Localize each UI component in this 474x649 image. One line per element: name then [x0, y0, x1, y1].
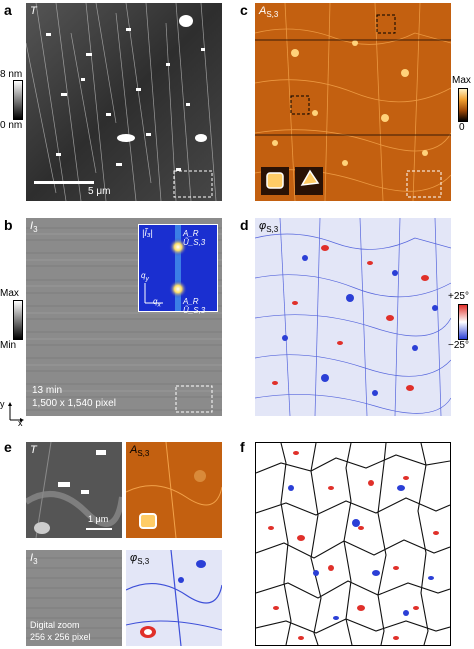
panel-e-tl-symbol: T: [30, 444, 37, 456]
panel-b-fft-label-top: A_R Ũ_S,3: [183, 229, 206, 247]
panel-a-colorbar: [13, 80, 23, 120]
panel-d-phase-image: φS,3: [255, 218, 451, 416]
panel-e-zoom-line1: Digital zoom: [30, 620, 80, 630]
panel-b-fft-label-bottom: A_R Ũ_S,3: [183, 297, 206, 315]
panel-e-zoom-line2: 256 x 256 pixel: [30, 632, 91, 642]
panel-b-fft-texture: [144, 225, 187, 311]
panel-f-grain-boundaries: [256, 443, 450, 645]
panel-d-letter: d: [240, 217, 249, 233]
panel-b-frame-x: x: [18, 418, 23, 428]
panel-b-colorbar-top: Max: [0, 288, 19, 299]
panel-d-symbol: φS,3: [259, 220, 279, 235]
panel-b-fft-axis-qx: qx: [153, 297, 161, 309]
panel-e-topography-zoom: T 1 μm: [26, 442, 122, 538]
panel-e-tr-symbol: AS,3: [130, 444, 150, 459]
panel-e-phase-zoom: φS,3: [126, 550, 222, 646]
panel-b-symbol: I3: [30, 220, 38, 235]
panel-b-fft-axis-qy: qy: [141, 271, 149, 283]
panel-b-colorbar-bottom: Min: [0, 340, 17, 351]
panel-e-amplitude-zoom: AS,3: [126, 442, 222, 538]
panel-d-texture: [255, 218, 451, 416]
panel-e-bl-texture: [26, 550, 122, 646]
panel-c-colorbar: [458, 88, 468, 122]
panel-b-colorbar: [13, 300, 23, 340]
panel-e-bl-symbol: I3: [30, 552, 38, 567]
panel-b-fft-label-abs: |Ĩ₃|: [142, 228, 153, 238]
panel-a-colorbar-bottom: 0 nm: [0, 120, 23, 131]
panel-d-colorbar: [458, 304, 468, 340]
panel-c-letter: c: [240, 2, 248, 18]
panel-d-colorbar-bottom: −25°: [448, 340, 469, 351]
panel-b-current-image: I3 13 min 1,500 x 1,540 pixel |Ĩ₃| A_R Ũ…: [26, 218, 222, 416]
panel-a-scalebar-label: 5 μm: [88, 186, 111, 197]
panel-a-topography-image: T 5 μm: [26, 3, 222, 201]
panel-e-scalebar-label: 1 μm: [88, 514, 109, 524]
panel-e-current-zoom: I3 Digital zoom 256 x 256 pixel: [26, 550, 122, 646]
panel-b-fft-inset: |Ĩ₃| A_R Ũ_S,3 A_R Ũ_S,3 qy qx: [138, 224, 218, 315]
panel-f-letter: f: [240, 439, 245, 455]
panel-c-symbol: AS,3: [259, 5, 279, 20]
panel-b-letter: b: [4, 217, 13, 233]
panel-a-colorbar-top: 8 nm: [0, 69, 23, 80]
panel-b-xy-frame: [4, 400, 24, 426]
panel-e-tr-texture: [126, 442, 222, 538]
panel-a-texture: [26, 3, 222, 201]
panel-e-letter: e: [4, 439, 12, 455]
panel-d-colorbar-top: +25°: [448, 291, 469, 302]
panel-f-grain-map: [255, 442, 451, 646]
panel-c-colorbar-top: Max: [452, 75, 471, 86]
panel-c-amplitude-image: AS,3: [255, 3, 451, 201]
panel-e-br-symbol: φS,3: [130, 552, 150, 567]
panel-a-symbol: T: [30, 5, 37, 17]
panel-e-br-texture: [126, 550, 222, 646]
panel-c-colorbar-bottom: 0: [459, 122, 465, 133]
panel-c-texture: [255, 3, 451, 201]
panel-b-caption-time: 13 min: [32, 385, 63, 396]
panel-b-frame-y: y: [0, 399, 5, 409]
panel-e-tl-texture: [26, 442, 122, 538]
panel-b-caption-pixels: 1,500 x 1,540 pixel: [32, 398, 116, 409]
panel-b-xy-arrows: [8, 402, 24, 422]
panel-a-letter: a: [4, 2, 12, 18]
